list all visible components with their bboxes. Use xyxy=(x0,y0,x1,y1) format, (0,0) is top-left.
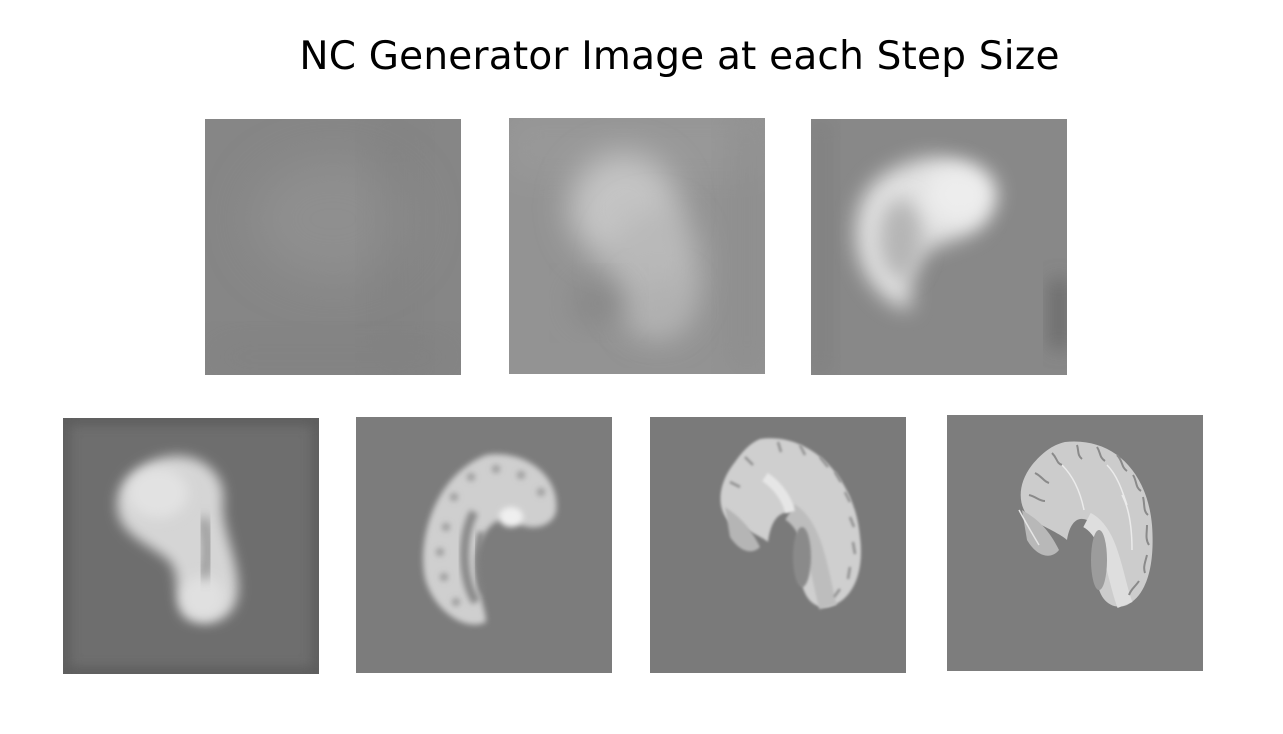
generator-image-step-5-graphic xyxy=(356,417,612,673)
generator-image-step-4-graphic xyxy=(63,418,319,674)
generator-image-step-1 xyxy=(205,119,461,375)
generator-image-step-5 xyxy=(356,417,612,673)
figure-title: NC Generator Image at each Step Size xyxy=(0,34,1283,79)
generator-image-step-3 xyxy=(811,119,1067,375)
generator-image-step-6-graphic xyxy=(650,417,906,673)
generator-image-step-7-graphic xyxy=(947,415,1203,671)
generator-image-step-3-graphic xyxy=(811,119,1067,375)
generator-image-step-4 xyxy=(63,418,319,674)
generator-image-step-1-graphic xyxy=(205,119,461,375)
generator-image-step-7 xyxy=(947,415,1203,671)
generator-image-step-2 xyxy=(509,118,765,374)
generator-image-step-2-graphic xyxy=(509,118,765,374)
generator-image-step-6 xyxy=(650,417,906,673)
